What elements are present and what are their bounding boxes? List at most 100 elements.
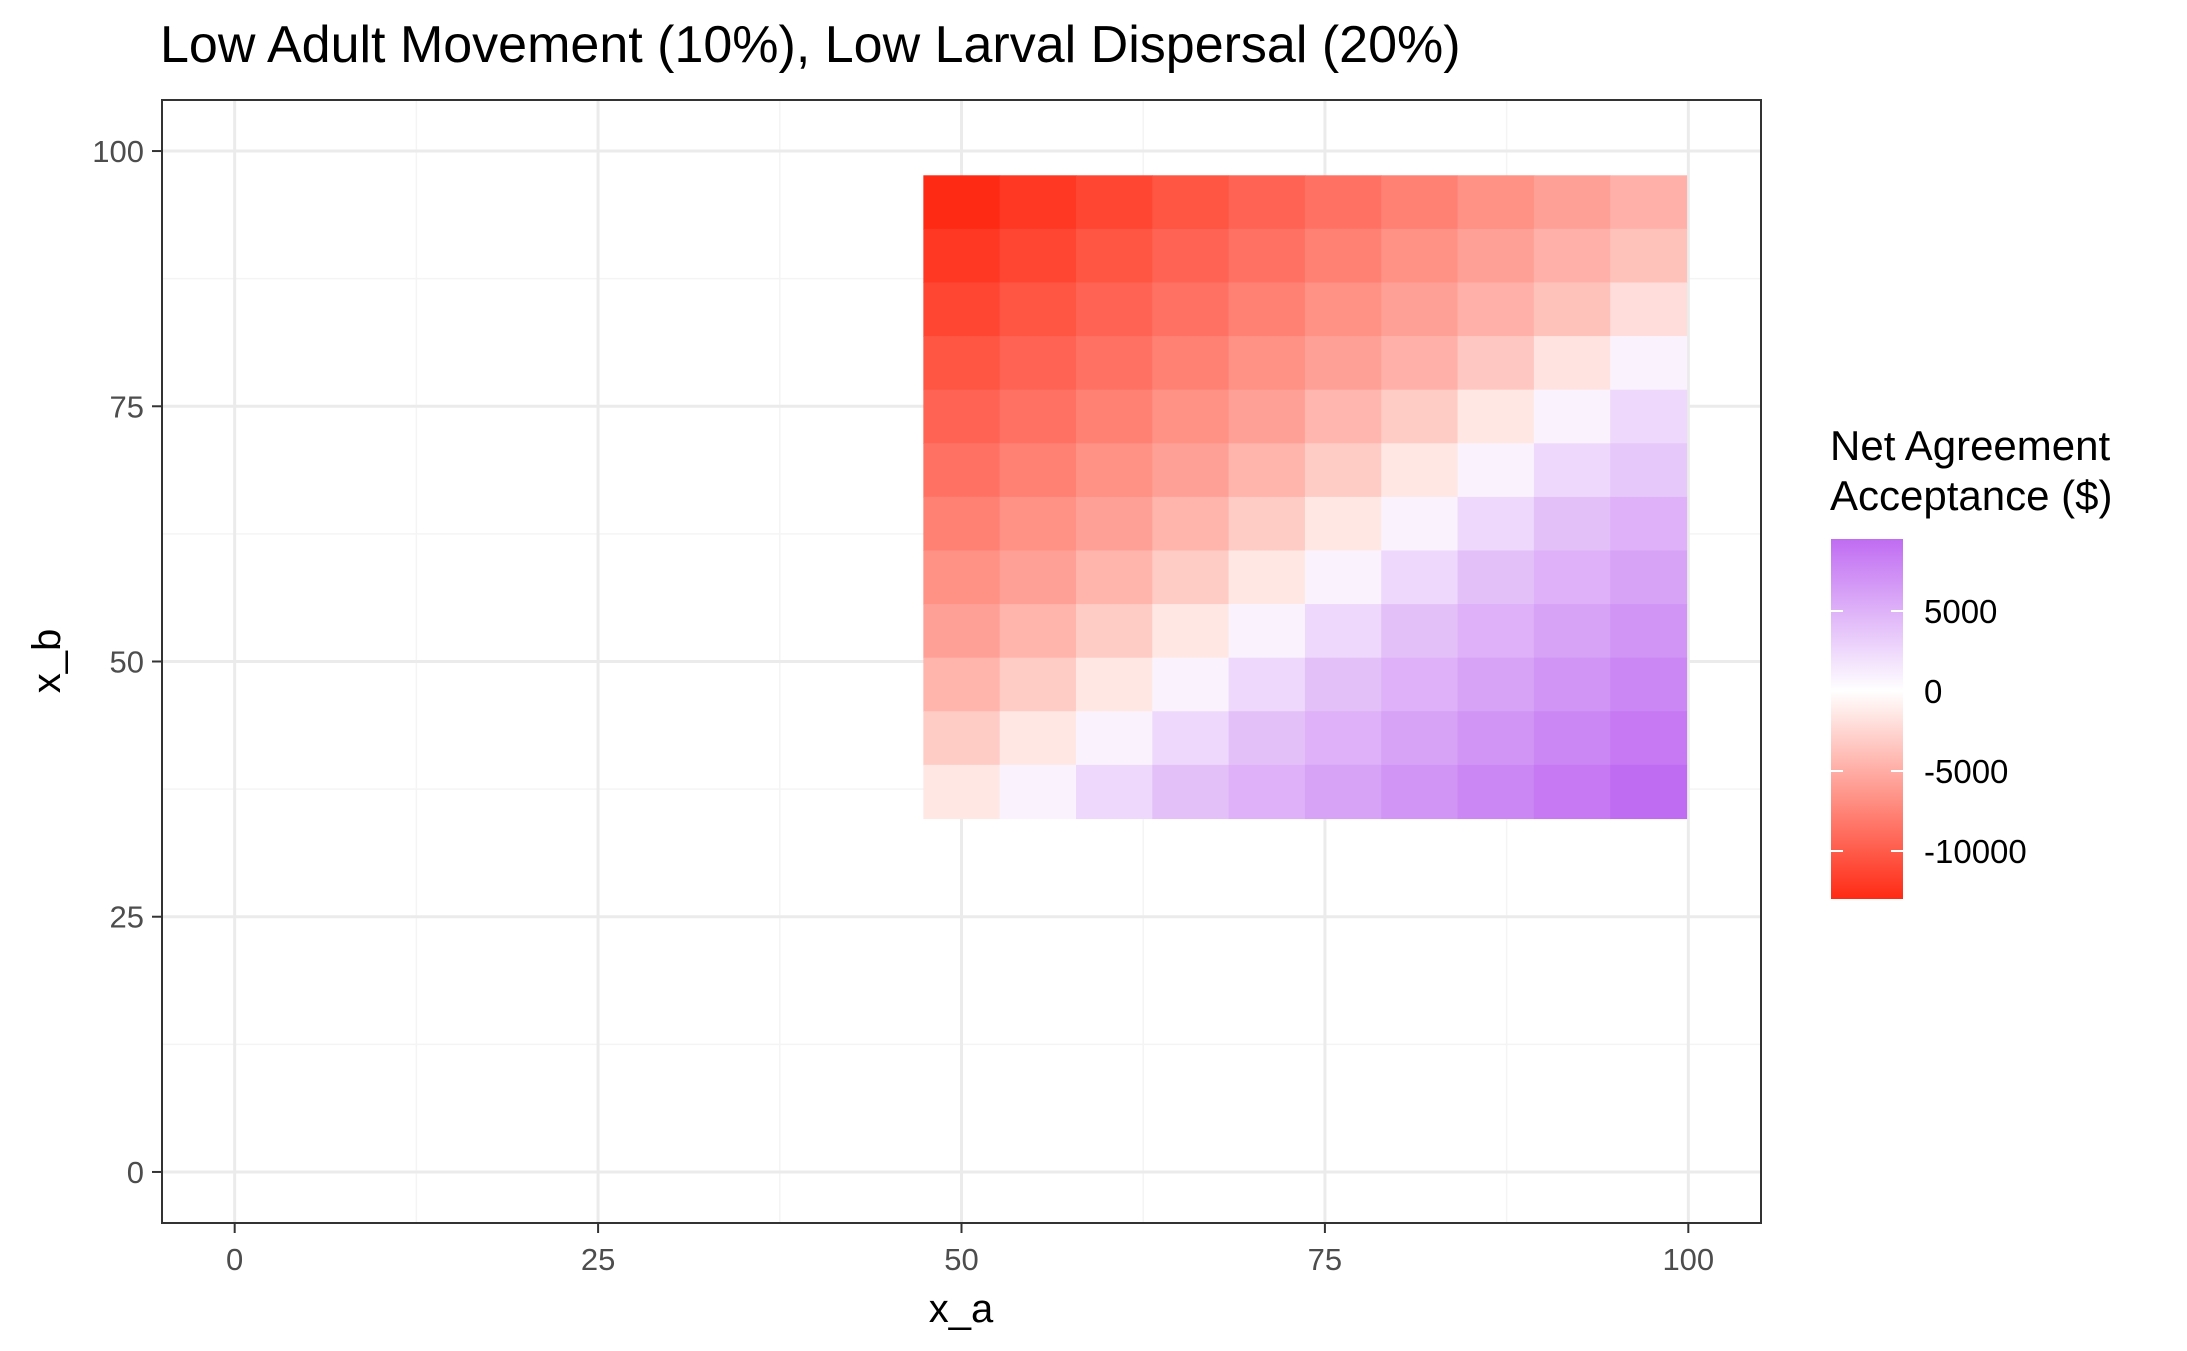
heatmap-tile xyxy=(1228,389,1306,444)
heatmap-tile xyxy=(999,764,1077,820)
heatmap-tile xyxy=(1304,389,1382,444)
y-tick-label: 75 xyxy=(110,389,144,424)
heatmap-tile xyxy=(1610,175,1688,230)
heatmap-tile xyxy=(1228,443,1306,498)
heatmap-tile xyxy=(1381,496,1459,552)
heatmap-tile xyxy=(1610,389,1688,444)
heatmap-tile xyxy=(1228,228,1306,284)
legend-tick-label: 0 xyxy=(1924,673,1942,710)
heatmap-tile xyxy=(1610,764,1688,820)
heatmap-tile xyxy=(1610,657,1688,712)
heatmap-tile xyxy=(1381,764,1459,820)
heatmap-tile xyxy=(1152,175,1230,230)
heatmap-tile xyxy=(1457,336,1535,391)
axes: 0 25 50 75 100 0 25 50 75 100 xyxy=(92,134,1714,1277)
heatmap-tile xyxy=(1075,711,1153,766)
legend-tick-label: -10000 xyxy=(1924,833,2027,870)
heatmap-tile xyxy=(999,228,1077,284)
heatmap-tile xyxy=(1457,175,1535,230)
heatmap-tile xyxy=(1610,496,1688,552)
y-tick-label: 100 xyxy=(92,134,144,169)
heatmap-tile xyxy=(1075,282,1153,337)
heatmap-tile xyxy=(1075,389,1153,444)
heatmap-tile xyxy=(1304,657,1382,712)
heatmap-tile xyxy=(923,282,1001,337)
heatmap-tile xyxy=(1610,443,1688,498)
heatmap-tile xyxy=(1533,657,1611,712)
heatmap-tile xyxy=(1381,604,1459,659)
y-axis-title: x_b xyxy=(25,629,69,694)
heatmap-tile xyxy=(1075,657,1153,712)
heatmap-tile xyxy=(1152,443,1230,498)
heatmap-tile xyxy=(1457,228,1535,284)
heatmap-tile xyxy=(1381,443,1459,498)
heatmap-tile xyxy=(1075,550,1153,605)
legend-title-line-2: Acceptance ($) xyxy=(1830,472,2112,519)
heatmap-tile xyxy=(1152,764,1230,820)
heatmap-tile xyxy=(999,443,1077,498)
heatmap-tile xyxy=(1610,282,1688,337)
panel-border xyxy=(161,99,1762,1224)
heatmap-tile xyxy=(1457,657,1535,712)
legend-colorbar xyxy=(1831,539,1903,899)
y-tick-label: 50 xyxy=(110,645,144,680)
heatmap-tile xyxy=(1228,657,1306,712)
heatmap-tile xyxy=(1457,764,1535,820)
heatmap-tile xyxy=(1228,175,1306,230)
heatmap-tile xyxy=(923,228,1001,284)
heatmap-tile xyxy=(1533,550,1611,605)
heatmap-tile xyxy=(1381,550,1459,605)
heatmap-tile xyxy=(999,657,1077,712)
heatmap-tile xyxy=(1610,550,1688,605)
heatmap-tile xyxy=(1152,604,1230,659)
heatmap-tile xyxy=(1304,443,1382,498)
heatmap-tile xyxy=(923,389,1001,444)
heatmap-tile xyxy=(1304,336,1382,391)
heatmap-tile xyxy=(1228,496,1306,552)
heatmap-tile xyxy=(1457,282,1535,337)
heatmap-tile xyxy=(1533,443,1611,498)
heatmap-tile xyxy=(1075,228,1153,284)
heatmap-tile xyxy=(923,711,1001,766)
heatmap-tile xyxy=(999,336,1077,391)
heatmap-tile xyxy=(1075,336,1153,391)
y-tick-label: 0 xyxy=(127,1155,144,1190)
heatmap-tile xyxy=(999,282,1077,337)
heatmap-tile xyxy=(1075,443,1153,498)
heatmap-tile xyxy=(1152,336,1230,391)
heatmap-tile xyxy=(1381,336,1459,391)
heatmap-tile xyxy=(1381,389,1459,444)
heatmap-tile xyxy=(1152,657,1230,712)
heatmap-tile xyxy=(1381,657,1459,712)
heatmap-tile xyxy=(1457,711,1535,766)
heatmap-tile xyxy=(1381,175,1459,230)
heatmap-tile xyxy=(1381,282,1459,337)
legend-tick-label: 5000 xyxy=(1924,593,1997,630)
heatmap-tile xyxy=(923,175,1001,230)
heatmap-tile xyxy=(1457,550,1535,605)
heatmap-tile xyxy=(923,550,1001,605)
heatmap-tile xyxy=(923,764,1001,820)
heatmap-tile xyxy=(1457,496,1535,552)
heatmap-tile xyxy=(1304,228,1382,284)
heatmap-tile xyxy=(1228,711,1306,766)
heatmap-tile xyxy=(1228,764,1306,820)
heatmap-tile xyxy=(1533,389,1611,444)
heatmap-tile xyxy=(1304,282,1382,337)
legend-title-line-1: Net Agreement xyxy=(1830,422,2110,469)
heatmap-tile xyxy=(1304,175,1382,230)
heatmap-tile xyxy=(1610,711,1688,766)
heatmap-tile xyxy=(1228,282,1306,337)
heatmap-tile xyxy=(999,389,1077,444)
heatmap-tile xyxy=(1533,175,1611,230)
heatmap-tile xyxy=(1152,389,1230,444)
heatmap-tile xyxy=(923,443,1001,498)
heatmap-tile xyxy=(1304,604,1382,659)
heatmap-tile xyxy=(1610,336,1688,391)
heatmap-tile xyxy=(1228,336,1306,391)
heatmap-tile xyxy=(999,175,1077,230)
heatmap-tile xyxy=(1533,764,1611,820)
x-tick-label: 75 xyxy=(1308,1242,1342,1277)
heatmap-tile xyxy=(1304,711,1382,766)
heatmap-tile xyxy=(1304,496,1382,552)
